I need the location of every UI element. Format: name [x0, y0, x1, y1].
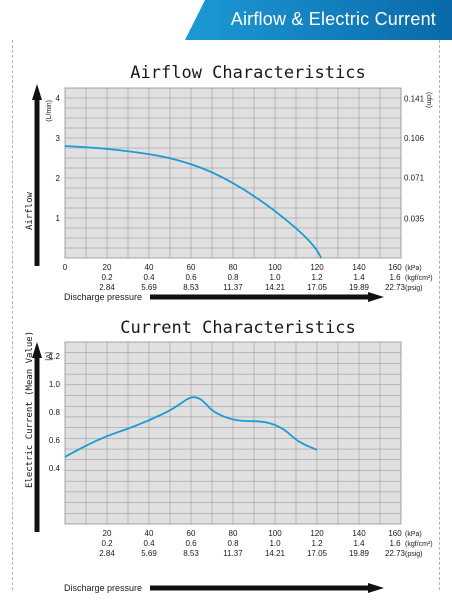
airflow-x-tick-psig: 17.05	[307, 283, 328, 292]
airflow-x-arrow-head	[368, 292, 384, 302]
airflow-x-tick-kpa: 20	[103, 263, 112, 272]
airflow-y-tick-label: 4	[56, 94, 61, 103]
airflow-x-axis-label: Discharge pressure	[64, 292, 142, 302]
current-x-tick-kpa: 20	[103, 529, 112, 538]
airflow-x-tick-kgf: 0.6	[185, 273, 197, 282]
current-x-tick-psig: 14.21	[265, 549, 286, 558]
current-x-tick-kgf: 0.4	[143, 539, 155, 548]
airflow-x-tick-kgf: 1.0	[269, 273, 281, 282]
current-x-tick-kgf: 1.6	[389, 539, 401, 548]
current-y-axis-label: Electric Current (Mean Value)	[25, 331, 35, 488]
current-x-tick-kgf: 0.6	[185, 539, 197, 548]
current-x-tick-kgf: 0.8	[227, 539, 239, 548]
current-y-tick-label: 0.6	[49, 436, 61, 445]
current-x-unit: (kgf/cm²)	[405, 541, 433, 548]
airflow-x-unit: (kPa)	[405, 265, 422, 272]
current-y-tick-label: 0.8	[49, 408, 61, 417]
airflow-chart: Airflow Characteristics Airflow (L/min) 1 2 3…	[25, 63, 433, 302]
current-x-tick-psig: 19.89	[349, 549, 370, 558]
current-y-arrow-head	[32, 342, 42, 358]
airflow-y2-tick-label: 0.035	[404, 214, 425, 223]
airflow-y-tick-label: 2	[56, 174, 61, 183]
airflow-x-tick-psig: 2.84	[99, 283, 115, 292]
left-dashed-border	[12, 40, 13, 590]
current-x-tick-psig: 8.53	[183, 549, 199, 558]
current-x-tick-psig: 2.84	[99, 549, 115, 558]
airflow-x-tick-psig: 8.53	[183, 283, 199, 292]
current-x-tick-kpa: 160	[388, 529, 402, 538]
current-x-tick-kgf: 1.2	[311, 539, 323, 548]
airflow-y2-tick-label: 0.071	[404, 174, 425, 183]
current-y-unit: [A]	[46, 352, 53, 361]
airflow-x-tick-psig: 14.21	[265, 283, 286, 292]
current-x-tick-kpa: 120	[310, 529, 324, 538]
airflow-y2-tick-label: 0.141	[404, 94, 425, 103]
current-x-tick-kpa: 140	[352, 529, 366, 538]
current-x-unit: (kPa)	[405, 531, 422, 538]
current-y-tick-label: 0.4	[49, 464, 61, 473]
airflow-series-line	[64, 145, 322, 259]
airflow-x-tick-kpa: 100	[268, 263, 282, 272]
airflow-y2-unit: (cfm)	[425, 92, 432, 108]
airflow-x-tick-kpa: 80	[229, 263, 238, 272]
airflow-x-unit: (kgf/cm²)	[405, 275, 433, 282]
current-x-tick-psig: 22.73	[385, 549, 406, 558]
airflow-x-tick-kpa: 0	[63, 263, 68, 272]
airflow-y-tick-label: 1	[56, 214, 61, 223]
airflow-x-tick-psig: 19.89	[349, 283, 370, 292]
current-x-tick-kpa: 100	[268, 529, 282, 538]
airflow-x-tick-kgf: 1.4	[353, 273, 365, 282]
airflow-x-tick-psig: 5.69	[141, 283, 157, 292]
current-y-tick-label: 1.0	[49, 380, 61, 389]
airflow-x-tick-kpa: 40	[145, 263, 154, 272]
current-x-tick-kpa: 40	[145, 529, 154, 538]
current-chart: Current Characteristics Electric Current …	[25, 318, 433, 593]
header-banner-background	[185, 0, 452, 40]
airflow-x-tick-psig: 11.37	[223, 283, 243, 292]
right-dashed-border	[439, 40, 440, 590]
current-x-tick-psig: 11.37	[223, 549, 243, 558]
header-banner: Airflow & Electric Current	[0, 0, 452, 40]
airflow-x-tick-kpa: 60	[187, 263, 196, 272]
airflow-x-tick-kgf: 0.4	[143, 273, 155, 282]
airflow-chart-title: Airflow Characteristics	[130, 63, 365, 83]
airflow-x-tick-kgf: 1.6	[389, 273, 401, 282]
airflow-y-arrow-head	[32, 84, 42, 100]
current-x-tick-psig: 5.69	[141, 549, 157, 558]
airflow-x-tick-kgf: 0.8	[227, 273, 239, 282]
airflow-x-tick-kgf: 0.2	[101, 273, 113, 282]
current-chart-title: Current Characteristics	[120, 318, 355, 338]
current-x-tick-kgf: 1.0	[269, 539, 281, 548]
current-x-arrow-head	[368, 583, 384, 593]
airflow-y-unit: (L/min)	[46, 100, 53, 122]
current-x-tick-kgf: 1.4	[353, 539, 365, 548]
current-y-tick-label: 1.2	[49, 352, 61, 361]
airflow-x-tick-psig: 22.73	[385, 283, 406, 292]
airflow-x-tick-kpa: 140	[352, 263, 366, 272]
airflow-y-tick-label: 3	[56, 134, 61, 143]
airflow-x-unit: (psig)	[405, 285, 423, 292]
airflow-x-tick-kpa: 120	[310, 263, 324, 272]
current-x-tick-psig: 17.05	[307, 549, 328, 558]
airflow-x-tick-kgf: 1.2	[311, 273, 323, 282]
current-x-unit: (psig)	[405, 551, 423, 558]
airflow-y-axis-label: Airflow	[25, 191, 35, 230]
current-x-tick-kgf: 0.2	[101, 539, 113, 548]
current-series-line	[64, 396, 318, 458]
airflow-x-tick-kpa: 160	[388, 263, 402, 272]
current-x-tick-kpa: 80	[229, 529, 238, 538]
header-banner-shape	[185, 0, 452, 40]
current-x-tick-kpa: 60	[187, 529, 196, 538]
page-title: Airflow & Electric Current	[230, 9, 436, 29]
airflow-y2-tick-label: 0.106	[404, 134, 425, 143]
current-x-axis-label: Discharge pressure	[64, 583, 142, 593]
